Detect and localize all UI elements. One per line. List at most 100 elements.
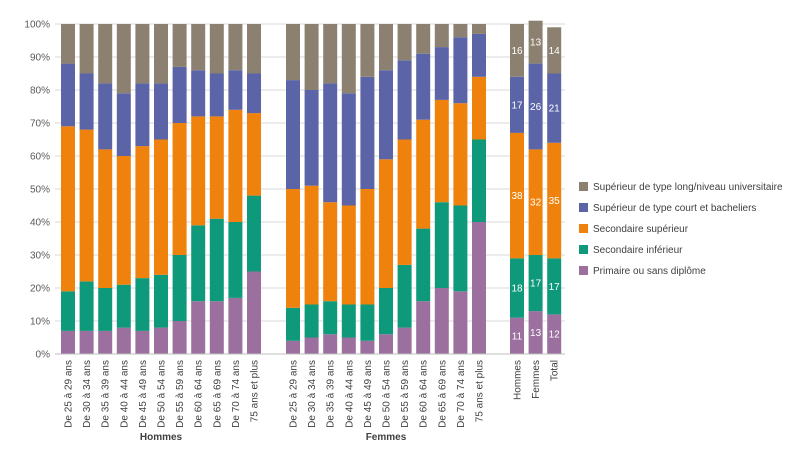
x-category-label: De 65 à 69 ans bbox=[212, 360, 223, 428]
bar-segment-sup_long bbox=[323, 24, 338, 84]
x-category-label: De 50 à 54 ans bbox=[382, 360, 393, 428]
data-label: 16 bbox=[511, 46, 523, 57]
bar-segment-primaire bbox=[286, 340, 300, 354]
bar-segment-sup_long bbox=[510, 24, 524, 77]
y-tick-label: 30% bbox=[30, 251, 50, 262]
y-tick-label: 60% bbox=[30, 152, 50, 163]
bar-segment-primaire bbox=[98, 330, 113, 354]
bar-segment-sec_inf bbox=[453, 205, 468, 292]
bar-segment-sup_long bbox=[360, 24, 375, 77]
bar-segment-sup_court bbox=[61, 63, 75, 127]
bar-segment-sec_sup bbox=[79, 129, 94, 282]
data-label: 32 bbox=[530, 198, 542, 209]
bar-segment-sec_inf bbox=[135, 278, 150, 331]
legend-label: Supérieur de type long/niveau universita… bbox=[593, 182, 783, 193]
data-label: 38 bbox=[511, 191, 523, 202]
bar-segment-sec_sup bbox=[209, 116, 224, 219]
bar-segment-sec_inf bbox=[323, 301, 338, 335]
legend-swatch bbox=[579, 182, 588, 191]
bar-segment-sec_sup bbox=[341, 205, 356, 305]
bar-segment-sup_court bbox=[528, 63, 543, 150]
x-category-label: Femmes bbox=[531, 360, 542, 399]
bar-segment-sec_sup bbox=[323, 202, 338, 302]
bar-segment-sec_inf bbox=[472, 139, 486, 222]
y-tick-label: 0% bbox=[36, 350, 51, 361]
bar-segment-sup_long bbox=[191, 24, 206, 71]
bar-segment-sup_court bbox=[228, 70, 243, 110]
data-label: 17 bbox=[511, 100, 523, 111]
bar-segment-sec_inf bbox=[247, 195, 261, 272]
legend-item: Secondaire inférieur bbox=[579, 245, 683, 256]
data-label: 13 bbox=[530, 328, 542, 339]
bar-segment-sec_inf bbox=[341, 304, 356, 338]
bar-segment-sup_court bbox=[286, 80, 300, 189]
bar-segment-primaire bbox=[416, 301, 431, 354]
bar-segment-sec_sup bbox=[416, 119, 431, 229]
bar-segment-sup_long bbox=[304, 24, 319, 90]
bar-segment-primaire bbox=[397, 327, 412, 354]
data-label: 14 bbox=[549, 46, 561, 57]
bar-segment-sup_long bbox=[434, 24, 449, 48]
bar-segment-primaire bbox=[453, 291, 468, 354]
bar-segment-sec_inf bbox=[209, 218, 224, 302]
y-tick-label: 70% bbox=[30, 119, 50, 130]
x-category-label: 75 ans et plus bbox=[250, 360, 261, 422]
bar-segment-sup_court bbox=[79, 73, 94, 130]
bar-segment-primaire bbox=[228, 297, 243, 354]
bar-segment-sup_long bbox=[135, 24, 150, 84]
bar-segment-sec_inf bbox=[416, 228, 431, 302]
x-category-label: De 25 à 29 ans bbox=[64, 360, 75, 428]
bar-segment-sec_sup bbox=[247, 113, 261, 196]
bar-segment-primaire bbox=[304, 337, 319, 354]
data-label: 12 bbox=[549, 330, 561, 341]
x-category-label: De 70 à 74 ans bbox=[456, 360, 467, 428]
legend-item: Supérieur de type court et bacheliers bbox=[579, 203, 756, 214]
bar-segment-sec_inf bbox=[98, 288, 113, 331]
bar-group-totaux: 11 18 38 17 16 13 17 32 26 13 12 17 35 21 14 bbox=[510, 20, 562, 354]
bar-segment-sup_court bbox=[323, 83, 338, 203]
data-label: 11 bbox=[512, 331, 523, 342]
bar-segment-sec_sup bbox=[510, 132, 524, 259]
bar-segment-sup_long bbox=[154, 24, 168, 84]
bar-segment-sec_sup bbox=[116, 156, 131, 285]
x-category-label: De 30 à 34 ans bbox=[307, 360, 318, 428]
bar-segment-sec_sup bbox=[135, 146, 150, 279]
x-category-label: De 30 à 34 ans bbox=[82, 360, 93, 428]
bar-segment-sec_sup bbox=[528, 149, 543, 255]
bar-segment-sec_inf bbox=[154, 274, 168, 328]
bar-segment-sup_long bbox=[79, 24, 94, 74]
legend-label: Supérieur de type court et bacheliers bbox=[593, 203, 756, 214]
y-axis: 0% 10% 20% 30% 40% 50% 60% 70% 80% 90% 100% bbox=[24, 20, 50, 361]
bar-segment-primaire bbox=[547, 314, 562, 354]
bar-segment-sec_sup bbox=[191, 116, 206, 226]
bar-segment-sup_court bbox=[341, 93, 356, 206]
x-category-label: De 45 à 49 ans bbox=[363, 360, 374, 428]
x-category-label: Total bbox=[550, 360, 561, 381]
data-label: 21 bbox=[549, 104, 561, 115]
bar-segment-sup_court bbox=[472, 33, 486, 77]
bar-segment-sup_court bbox=[191, 70, 206, 117]
bar-segment-primaire bbox=[472, 222, 486, 354]
bar-segment-sup_court bbox=[397, 60, 412, 140]
bar-segment-sup_long bbox=[528, 20, 543, 64]
bar-segment-primaire bbox=[209, 301, 224, 354]
bar-segment-sec_inf bbox=[397, 264, 412, 328]
x-category-label: De 40 à 44 ans bbox=[344, 360, 355, 428]
bar-segment-sec_sup bbox=[453, 103, 468, 206]
bar-segment-primaire bbox=[434, 288, 449, 354]
bar-segment-primaire bbox=[323, 334, 338, 354]
y-tick-label: 50% bbox=[30, 185, 50, 196]
bar-segment-sec_sup bbox=[434, 99, 449, 203]
legend-swatch bbox=[579, 203, 588, 212]
bar-segment-sec_inf bbox=[191, 225, 206, 302]
bar-segment-sup_court bbox=[209, 73, 224, 117]
bar-segment-primaire bbox=[191, 301, 206, 354]
bar-segment-sup_court bbox=[304, 90, 319, 186]
bar-segment-sup_court bbox=[360, 76, 375, 189]
bar-segment-sup_court bbox=[434, 47, 449, 100]
bar-segment-sup_long bbox=[416, 24, 431, 54]
bar-segment-sup_long bbox=[397, 24, 412, 61]
bar-segment-sec_sup bbox=[379, 159, 393, 288]
legend-swatch bbox=[579, 224, 588, 233]
